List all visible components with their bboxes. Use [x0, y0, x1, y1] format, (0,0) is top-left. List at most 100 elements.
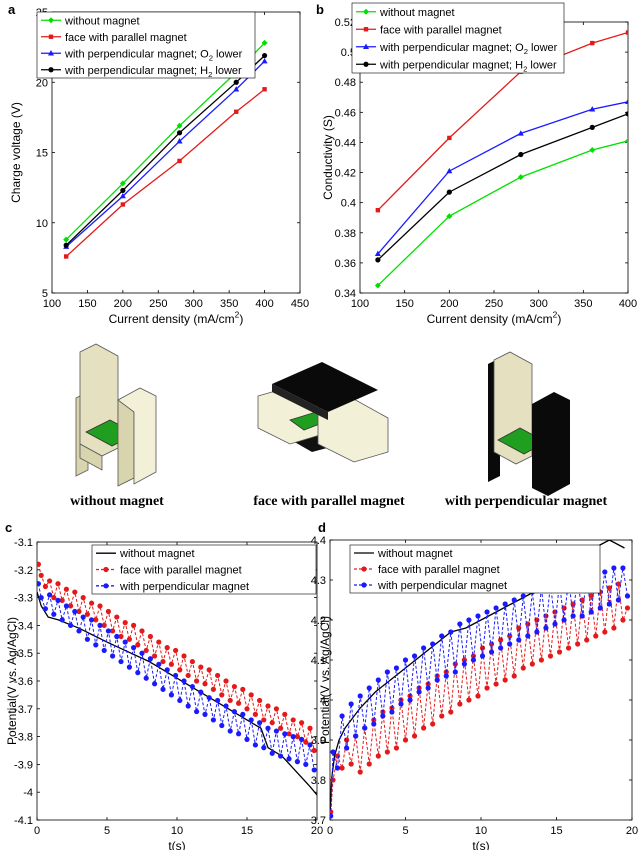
data-point: [299, 736, 305, 742]
data-point: [425, 685, 431, 691]
data-point: [240, 711, 246, 717]
data-point: [59, 617, 65, 623]
magnet-top-side: [272, 384, 328, 420]
data-point: [470, 657, 477, 663]
data-point: [282, 731, 288, 737]
data-point: [248, 717, 254, 723]
caption-perpendicular-magnet: with perpendicular magnet: [445, 494, 608, 509]
x-tick-label: 20: [311, 825, 323, 837]
data-point: [348, 761, 354, 767]
data-point: [520, 665, 526, 671]
data-point: [68, 622, 74, 629]
y-tick-label: 0.48: [335, 77, 356, 89]
data-point: [452, 669, 458, 675]
legend-marker: [48, 50, 54, 56]
legend-box: [349, 544, 601, 594]
data-point: [248, 692, 254, 698]
y-tick-label: 10: [36, 218, 48, 230]
series-4: [375, 111, 628, 263]
data-point: [93, 642, 99, 648]
x-axis-label: t(s): [472, 839, 489, 850]
data-point: [402, 737, 409, 743]
data-point: [227, 728, 233, 734]
data-point: [223, 703, 229, 709]
data-point: [110, 653, 116, 659]
data-point: [185, 703, 191, 709]
y-tick-label: 20: [36, 77, 48, 89]
panel-letter: a: [8, 2, 16, 17]
data-point: [219, 692, 225, 698]
data-point: [240, 686, 246, 692]
data-point: [294, 734, 300, 740]
data-point: [380, 713, 386, 719]
data-point: [110, 628, 116, 634]
data-point: [570, 613, 576, 619]
legend-entry: face with parallel magnet: [120, 565, 242, 577]
y-axis-label: Potential(V vs. Ag/AgCl): [318, 616, 332, 744]
data-point: [620, 617, 626, 623]
data-point: [286, 731, 292, 737]
y-tick-label: 0.52: [335, 17, 356, 29]
x-tick-label: 350: [220, 298, 238, 310]
y-tick-label: 3.7: [311, 815, 326, 827]
data-point: [511, 673, 517, 679]
data-point: [265, 703, 271, 709]
data-point: [139, 628, 145, 634]
x-tick-label: 15: [241, 825, 253, 837]
data-point: [278, 725, 284, 731]
panel-letter: d: [318, 520, 326, 535]
data-point: [588, 609, 594, 615]
data-point: [517, 174, 524, 181]
data-point: [176, 138, 183, 144]
data-point: [63, 236, 70, 243]
data-point: [177, 697, 183, 704]
data-point: [252, 742, 258, 748]
data-point: [479, 653, 486, 659]
data-point: [393, 745, 400, 751]
data-point: [278, 753, 284, 759]
data-point: [215, 672, 221, 679]
y-tick-label: -3.4: [14, 620, 33, 632]
legend: without magnet face with parallel magnet w…: [91, 544, 317, 595]
series-2: [37, 561, 317, 754]
legend-marker: [103, 583, 109, 589]
data-point: [520, 593, 526, 599]
data-point: [233, 79, 239, 85]
data-point: [68, 603, 74, 609]
y-tick-label: 0.44: [335, 137, 356, 149]
cell-base: [79, 443, 103, 471]
data-point: [252, 711, 258, 717]
legend-entry: with perpendicular magnet; H2 lower: [64, 65, 242, 79]
y-tick-label: 5: [42, 288, 48, 300]
y-tick-label: 4.1: [311, 655, 326, 667]
data-point: [244, 736, 250, 742]
y-tick-label: -3.9: [14, 759, 33, 771]
cell-right-plate: [117, 387, 157, 485]
data-point: [215, 697, 221, 704]
data-point: [143, 675, 149, 681]
y-tick-label: 4.2: [311, 615, 326, 627]
data-point: [375, 207, 381, 213]
data-point: [374, 250, 381, 257]
data-point: [210, 686, 216, 692]
data-point: [290, 717, 296, 723]
data-point: [589, 124, 595, 130]
data-point: [233, 86, 240, 92]
data-point: [131, 622, 137, 629]
data-point: [147, 633, 153, 640]
data-point: [565, 645, 572, 651]
data-point: [416, 689, 422, 695]
charts-layer: a100150200250300350400450510152025Curren…: [5, 2, 638, 850]
chart-panel-c: c 0 5 10 15 20 -4.1 -4 -3.9 -3.8 -3.7 -3.6 -3.5 -3.4 -…: [5, 520, 323, 850]
data-point: [119, 192, 126, 199]
data-point: [543, 625, 549, 631]
data-point: [206, 695, 212, 701]
data-point: [257, 720, 263, 726]
data-point: [227, 697, 233, 704]
data-point: [219, 722, 225, 729]
data-point: [624, 605, 631, 611]
y-tick-label: -3.6: [14, 676, 33, 688]
data-point: [625, 98, 628, 104]
data-point: [131, 645, 137, 651]
